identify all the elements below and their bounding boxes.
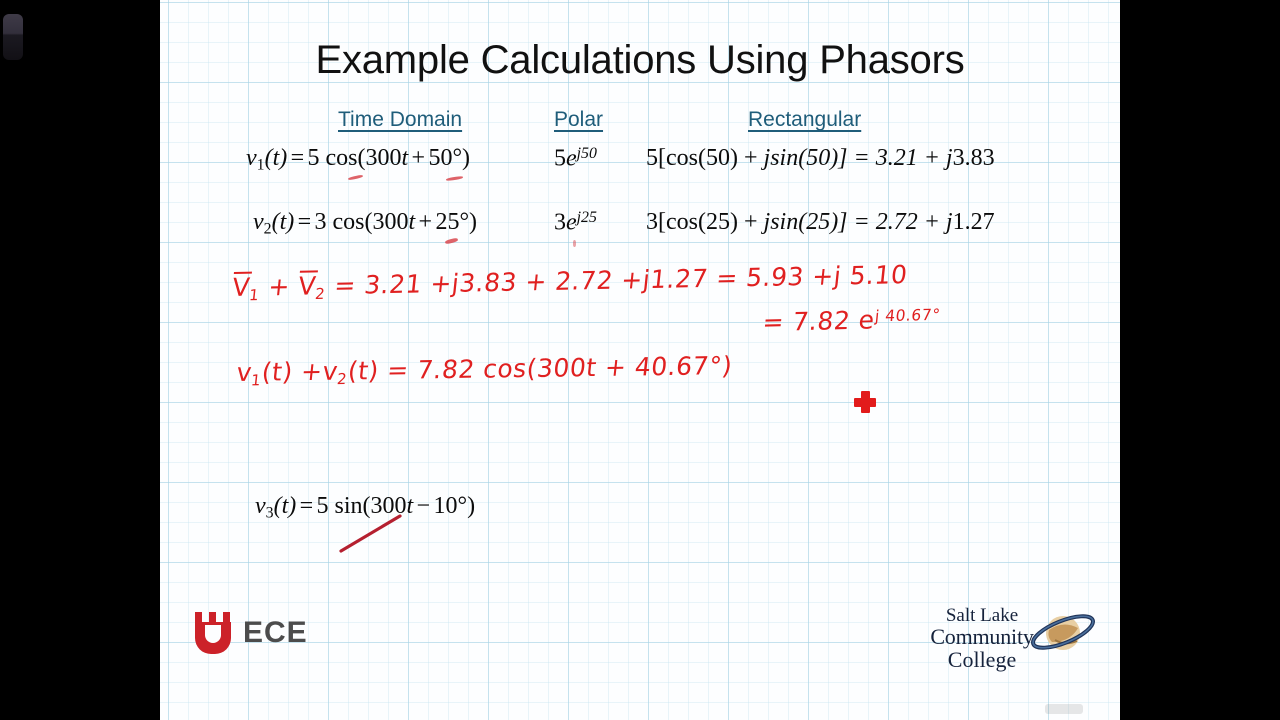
equation-v1-time-domain: v1(t) = 5 cos(300t +50°)	[246, 146, 470, 173]
v1-polar-e: e	[566, 145, 577, 172]
equation-v2-time-domain: v2(t) = 3 cos(300t +25°)	[253, 210, 477, 237]
v1-polar-amp: 5	[554, 145, 566, 172]
block-u-icon	[192, 612, 234, 654]
column-header-time-domain: Time Domain	[338, 108, 463, 131]
red-slash-annotation	[339, 514, 402, 553]
v2-rect-head: 3[cos(25) +	[646, 209, 764, 235]
v1-arg: (t)	[264, 145, 288, 171]
hw-v1-arg: (t) +	[260, 356, 325, 387]
handwritten-plus: +	[258, 271, 300, 302]
v1-phase: 50°	[428, 145, 463, 171]
v1-polar-exponent: j50	[576, 145, 597, 162]
v3-amplitude: 5	[316, 493, 329, 519]
globe-swoosh-icon	[1031, 614, 1095, 650]
hw-result-expression: (t) = 7.82 cos(300t + 40.67°)	[346, 351, 734, 386]
letterbox-artifact	[3, 14, 23, 60]
v1-var: v	[246, 145, 257, 171]
v1-rect-sin: sin(50)] = 3.21 +	[770, 145, 946, 171]
v2-var: v	[253, 209, 264, 235]
slcc-line-community: Community	[930, 623, 1034, 649]
v1-cos: cos	[325, 145, 358, 171]
v3-time-var: t	[406, 493, 414, 519]
slide-canvas[interactable]: Example Calculations Using Phasors Time …	[160, 0, 1120, 720]
v3-var: v	[255, 493, 266, 519]
v2-index: 2	[263, 220, 272, 238]
block-u-counter	[205, 625, 221, 643]
page-title: Example Calculations Using Phasors	[315, 38, 965, 82]
handwritten-sum-result: = 3.21 +j3.83 + 2.72 +j1.27 = 5.93 +j 5.…	[324, 260, 909, 301]
slcc-line-college: College	[947, 646, 1017, 672]
equation-v3-time-domain: v3(t) = 5 sin(300t −10°)	[255, 494, 475, 521]
v3-arg: (t)	[273, 493, 297, 519]
v2-polar-exponent: j25	[576, 209, 597, 226]
v2-polar-e: e	[566, 209, 577, 236]
v2-rect-j1: j	[763, 209, 771, 235]
phasor-v2-symbol: V	[296, 270, 318, 301]
v1-frequency: 300	[365, 145, 402, 171]
pen-tick-v1-frequency	[445, 175, 464, 182]
handwritten-polar-exponent: j 40.67°	[874, 305, 942, 326]
equation-v1-rectangular: 5[cos(50) + jsin(50)] = 3.21 + j3.83	[646, 146, 995, 170]
university-of-utah-ece-logo: ECE	[192, 612, 308, 654]
v1-paren-close: )	[462, 145, 471, 171]
v3-paren-close: )	[467, 493, 476, 519]
slcc-line-salt-lake: Salt Lake	[945, 605, 1019, 626]
phasor-v1-symbol: V	[230, 271, 252, 303]
handwritten-phasor-sum: V1 + V2 = 3.21 +j3.83 + 2.72 +j1.27 = 5.…	[231, 259, 909, 304]
handwritten-polar-magnitude: = 7.82 e	[761, 305, 877, 338]
v3-frequency: 300	[370, 493, 407, 519]
cursor-cross-vertical-bar	[861, 391, 870, 413]
v2-frequency: 300	[372, 209, 409, 235]
block-u-crown-left	[195, 612, 202, 623]
pen-tick-v2-frequency	[444, 237, 459, 245]
v1-amplitude: 5	[307, 145, 320, 171]
pen-tick-v1-amplitude	[347, 174, 364, 181]
v2-rect-j2: j	[945, 209, 953, 235]
v1-plus: +	[411, 145, 426, 171]
column-header-polar: Polar	[554, 108, 604, 131]
v3-paren-open: (	[362, 493, 371, 519]
handwritten-polar-result: = 7.82 ej 40.67°	[761, 305, 942, 338]
ece-wordmark: ECE	[243, 616, 308, 649]
v3-index: 3	[265, 504, 274, 522]
equation-v1-polar: 5ej50	[554, 146, 597, 171]
v1-equals: =	[290, 145, 305, 171]
v3-minus: −	[416, 493, 431, 519]
v2-arg: (t)	[271, 209, 295, 235]
v3-phase: 10°	[433, 493, 468, 519]
v1-rect-tail: 3.83	[952, 145, 995, 171]
v1-time-var: t	[401, 145, 409, 171]
v2-phase: 25°	[435, 209, 470, 235]
equation-v2-rectangular: 3[cos(25) + jsin(25)] = 2.72 + j1.27	[646, 210, 995, 234]
v2-amplitude: 3	[314, 209, 327, 235]
v2-equals: =	[297, 209, 312, 235]
block-u-crown-right	[223, 612, 230, 623]
v2-time-var: t	[408, 209, 416, 235]
v1-paren-open: (	[357, 145, 366, 171]
equation-v2-polar: 3ej25	[554, 210, 597, 235]
v1-rect-j1: j	[763, 145, 771, 171]
v2-plus: +	[418, 209, 433, 235]
v1-rect-j2: j	[945, 145, 953, 171]
v3-equals: =	[299, 493, 314, 519]
red-cross-cursor[interactable]	[854, 391, 876, 413]
v1-index: 1	[256, 156, 265, 174]
handwritten-time-domain-result: v1(t) +v2(t) = 7.82 cos(300t + 40.67°)	[235, 351, 734, 389]
v2-cos: cos	[332, 209, 365, 235]
bottom-edge-artifact	[1045, 704, 1083, 714]
column-header-rectangular: Rectangular	[748, 108, 862, 131]
v2-rect-tail: 1.27	[952, 209, 995, 235]
v3-sin: sin	[334, 493, 363, 519]
pen-tick-v2-polar	[573, 240, 576, 247]
v2-paren-close: )	[469, 209, 478, 235]
salt-lake-community-college-logo: Salt Lake Community College	[920, 606, 1100, 684]
v2-polar-amp: 3	[554, 209, 566, 236]
v2-paren-open: (	[364, 209, 373, 235]
block-u-crown-center	[209, 612, 216, 623]
v1-rect-head: 5[cos(50) +	[646, 145, 764, 171]
slcc-wordmark: Salt Lake Community College	[920, 606, 1044, 672]
v2-rect-sin: sin(25)] = 2.72 +	[770, 209, 946, 235]
